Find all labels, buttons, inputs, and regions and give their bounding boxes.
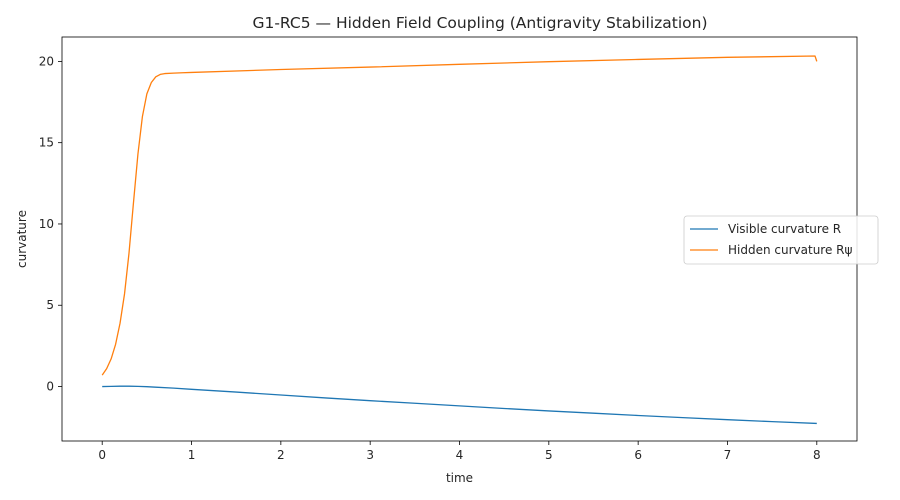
y-axis-label: curvature: [15, 210, 29, 268]
legend-label-hidden: Hidden curvature Rψ: [728, 243, 853, 257]
x-tick-label: 5: [545, 448, 553, 462]
series-line-1: [101, 55, 818, 376]
x-tick-label: 1: [188, 448, 196, 462]
series-line-0: [102, 385, 817, 425]
chart-title: G1-RC5 — Hidden Field Coupling (Antigrav…: [252, 14, 707, 32]
x-tick-label: 3: [366, 448, 374, 462]
y-tick-label: 10: [39, 217, 54, 231]
x-tick-label: 4: [456, 448, 464, 462]
legend-box: [683, 215, 879, 265]
x-tick-label: 8: [813, 448, 821, 462]
y-tick-label: 20: [39, 54, 54, 68]
x-tick-label: 6: [634, 448, 642, 462]
x-tick-label: 0: [98, 448, 106, 462]
y-tick-label: 5: [46, 298, 54, 312]
legend: Visible curvature R Hidden curvature Rψ: [683, 215, 879, 265]
x-tick-label: 2: [277, 448, 285, 462]
legend-label-visible: Visible curvature R: [728, 222, 841, 236]
x-tick-label: 7: [724, 448, 732, 462]
y-tick-label: 0: [46, 380, 54, 394]
x-axis-label: time: [446, 471, 473, 485]
y-tick-label: 15: [39, 136, 54, 150]
